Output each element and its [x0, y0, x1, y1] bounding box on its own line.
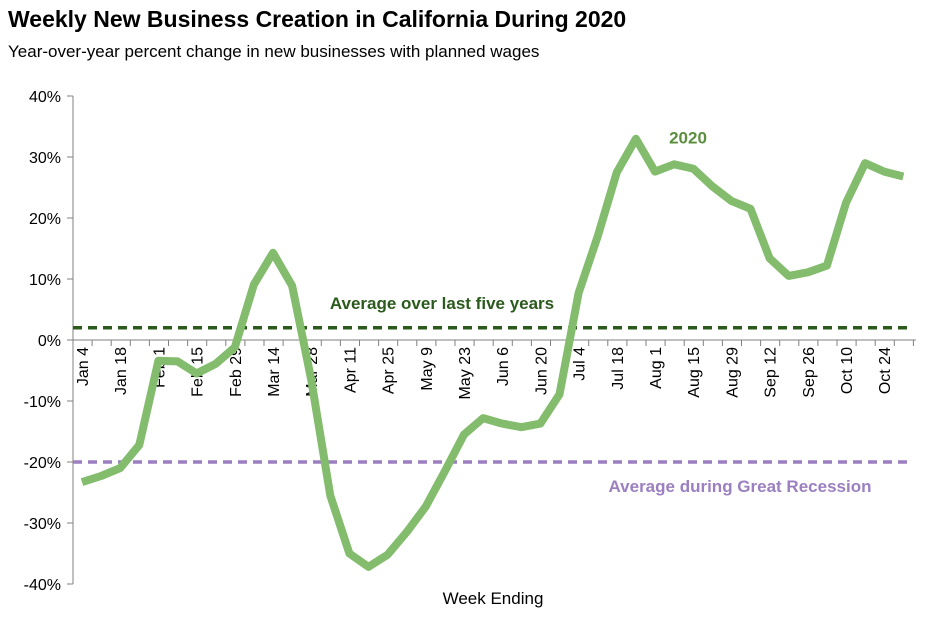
series-2020-line	[80, 134, 905, 571]
x-tick-label: Jul 18	[610, 347, 627, 390]
x-axis-label: Week Ending	[443, 589, 544, 608]
y-tick-label: 40%	[29, 89, 61, 106]
chart-subtitle: Year-over-year percent change in new bus…	[8, 42, 540, 61]
y-tick-label: 0%	[38, 333, 61, 350]
annotations: 2020	[669, 129, 707, 148]
avg-great-recession-label: Average during Great Recession	[609, 477, 872, 496]
x-tick-label: Aug 1	[648, 347, 665, 389]
x-tick-label: Jun 20	[533, 347, 550, 395]
x-tick-label: Sep 12	[763, 347, 780, 398]
y-tick-label: -40%	[24, 577, 61, 594]
y-tick-label: 10%	[29, 272, 61, 289]
x-tick-label: Oct 24	[877, 347, 894, 394]
y-tick-label: -30%	[24, 516, 61, 533]
y-axis: 40% 30% 20% 10% 0% -10% -20% -30% -40%	[24, 89, 74, 594]
x-tick-label: Aug 15	[686, 347, 703, 398]
series-group	[80, 134, 905, 571]
series-2020-label: 2020	[669, 129, 707, 148]
x-tick-label: Apr 25	[381, 347, 398, 394]
x-tick-label: May 23	[457, 347, 474, 400]
x-tick-label: May 9	[419, 347, 436, 391]
x-tick-label: Apr 11	[342, 347, 359, 393]
x-tick-label: Oct 10	[839, 347, 856, 394]
x-tick-label: Jan 18	[113, 347, 130, 395]
x-tick-label: Jan 4	[75, 347, 92, 386]
x-tick-label: Sep 26	[801, 347, 818, 398]
x-tick-label: Feb 29	[228, 347, 245, 397]
x-tick-label: Mar 14	[266, 347, 283, 397]
y-tick-label: 20%	[29, 211, 61, 228]
y-tick-label: 30%	[29, 150, 61, 167]
x-tick-label: Aug 29	[724, 347, 741, 398]
x-tick-label: Jun 6	[495, 347, 512, 386]
avg-five-years-label: Average over last five years	[330, 294, 554, 313]
reference-lines: Average over last five years Average duri…	[73, 294, 908, 496]
x-tick-label: Jul 4	[572, 347, 589, 381]
x-axis: Jan 4 Jan 18 Feb 1 Feb 15 Feb 29 Mar 14 Mar 28…	[72, 339, 916, 400]
y-tick-label: -10%	[24, 394, 61, 411]
chart-title: Weekly New Business Creation in Californ…	[8, 6, 627, 32]
y-tick-label: -20%	[24, 455, 61, 472]
